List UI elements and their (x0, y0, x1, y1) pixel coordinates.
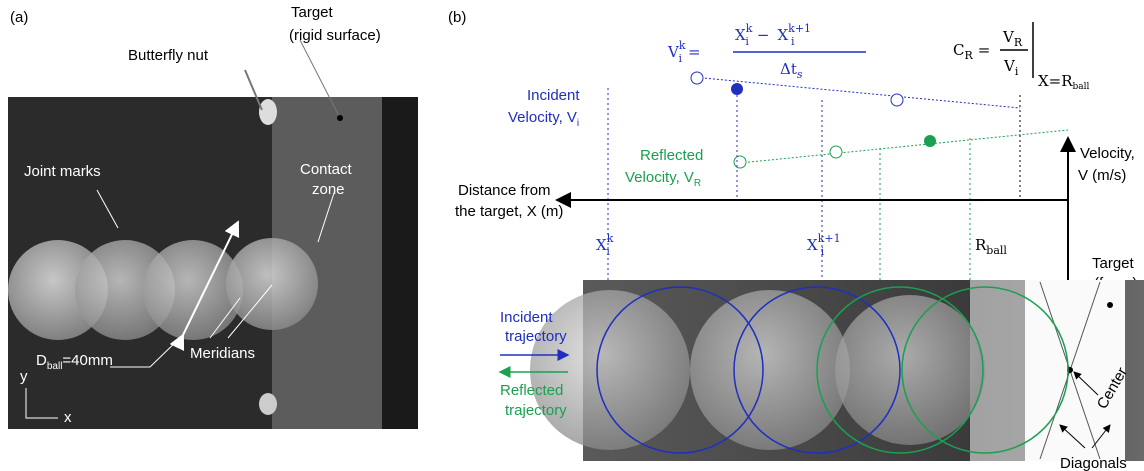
subscript: ball (47, 361, 63, 372)
formula-denominator: Vi (1003, 57, 1019, 78)
base: C (953, 41, 964, 59)
sub: s (797, 68, 803, 81)
base: R (975, 236, 987, 254)
sub: R (1014, 36, 1023, 49)
base: X (807, 236, 818, 254)
base: X (777, 26, 788, 44)
ball (226, 238, 318, 330)
incident-point (691, 72, 703, 84)
ball (530, 290, 690, 450)
axis-label: V (m/s) (1078, 167, 1126, 184)
restitution-formula: CR= VR Vi X=Rball (953, 22, 1090, 92)
sub: i (1015, 65, 1019, 78)
base: X=R (1038, 72, 1073, 90)
sup: k (746, 22, 753, 35)
incident-velocity-label: Incident (527, 87, 580, 104)
axis-label: y (20, 368, 28, 385)
balls (530, 290, 985, 450)
incident-point (731, 83, 743, 95)
reflected-point (924, 135, 936, 147)
annotation: Joint marks (24, 163, 101, 180)
ball (835, 295, 985, 445)
text: Velocity, V (625, 169, 694, 186)
annotation: Contact (300, 161, 353, 178)
sub: i (679, 52, 683, 65)
subscript: R (694, 178, 701, 189)
eq: = (688, 43, 701, 61)
annotation: Butterfly nut (128, 47, 209, 64)
base: X (596, 236, 607, 254)
annotation: Reflected (500, 382, 563, 399)
target-edge (382, 97, 418, 429)
incident-line (693, 77, 1020, 108)
reflected-velocity-label: Velocity, VR (625, 169, 701, 189)
annotation: Target (1092, 255, 1135, 272)
value: =40mm (62, 352, 112, 369)
butterfly-nut (259, 99, 277, 125)
figure: (a) Butterfly nut Target (rigid surface)… (0, 0, 1144, 471)
sub: i (791, 35, 795, 48)
panel-label: (b) (448, 9, 466, 26)
sub: i (745, 35, 749, 48)
formula-lhs: CR = (953, 41, 990, 62)
pointer-dot (1107, 302, 1113, 308)
reflected-velocity-label: Reflected (640, 147, 703, 164)
sub: i (821, 245, 825, 258)
annotation: trajectory (505, 328, 567, 345)
formula-condition: X=Rball (1038, 72, 1090, 92)
reflected-point (734, 156, 746, 168)
incident-point (891, 94, 903, 106)
eq: = (978, 41, 991, 59)
reflected-line (740, 130, 1068, 163)
ball (690, 290, 850, 450)
balls (8, 238, 318, 340)
annotation: (rigid surface) (289, 27, 381, 44)
reflected-point (830, 146, 842, 158)
op: − (757, 26, 770, 44)
formula-denominator: Δts (780, 60, 803, 81)
annotation: zone (312, 181, 345, 198)
sub: ball (986, 244, 1007, 257)
butterfly-nut (259, 393, 277, 415)
sub: i (606, 245, 610, 258)
annotation: Incident (500, 309, 553, 326)
sub: R (964, 49, 973, 62)
sup: k+1 (788, 22, 811, 35)
pointer-dot (337, 115, 343, 121)
base: X (735, 26, 746, 44)
sup: k+1 (818, 232, 841, 245)
base: Δt (780, 60, 797, 78)
annotation: Meridians (190, 345, 255, 362)
axis-label: the target, X (m) (455, 203, 563, 220)
annotation: trajectory (505, 402, 567, 419)
annotation: Diagonals (1060, 455, 1127, 471)
annotation: Target (291, 4, 334, 21)
symbol: D (36, 352, 47, 369)
incident-velocity-label: Velocity, Vi (508, 109, 579, 129)
sub: ball (1073, 82, 1090, 92)
position-label: Rball (975, 236, 1007, 257)
panel-label: (a) (10, 9, 28, 26)
axis-label: x (64, 409, 72, 426)
text: Velocity, V (508, 109, 577, 126)
sup: k (679, 39, 686, 52)
axis-label: Velocity, (1080, 145, 1135, 162)
subscript: i (577, 118, 579, 129)
formula-numerator: VR (1002, 28, 1023, 49)
sup: k (607, 232, 614, 245)
axis-label: Distance from (458, 182, 551, 199)
